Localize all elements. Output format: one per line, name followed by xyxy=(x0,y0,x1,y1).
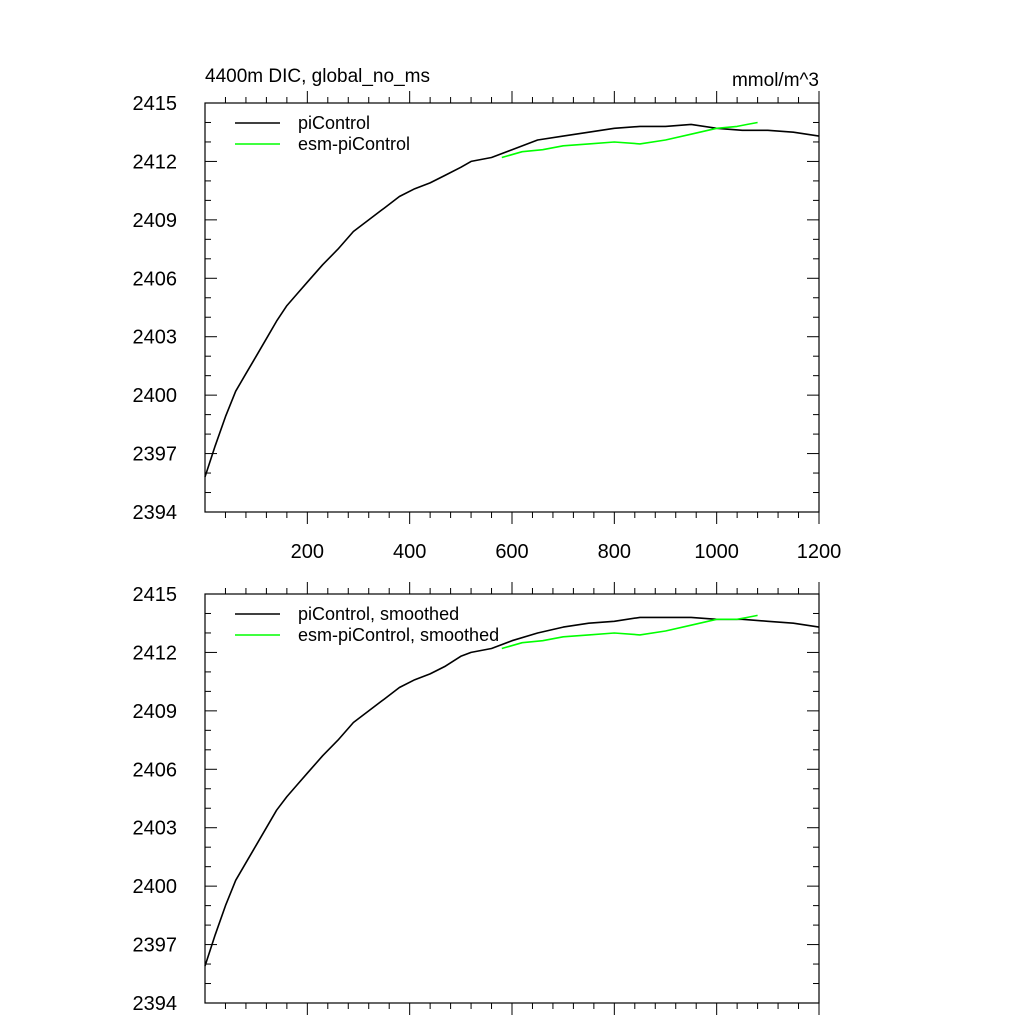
x-tick-label: 1200 xyxy=(797,541,842,563)
legend-label: esm-piControl xyxy=(298,134,410,154)
y-tick-label: 2394 xyxy=(133,993,178,1015)
plot-frame xyxy=(204,593,820,1004)
chart-title: 4400m DIC, global_no_ms xyxy=(205,66,430,87)
y-tick-label: 2415 xyxy=(133,93,178,115)
y-tick-label: 2409 xyxy=(133,210,178,232)
x-tick-label: 800 xyxy=(598,541,631,563)
x-tick-label: 600 xyxy=(495,541,528,563)
series-line-0 xyxy=(204,616,820,967)
y-tick-label: 2412 xyxy=(133,642,178,664)
legend-label: piControl, smoothed xyxy=(298,604,459,624)
y-tick-label: 2406 xyxy=(133,759,178,781)
y-tick-label: 2397 xyxy=(133,935,178,957)
legend-label: piControl xyxy=(298,113,370,133)
series-line-0 xyxy=(204,123,820,478)
x-tick-label: 200 xyxy=(291,541,324,563)
y-tick-label: 2400 xyxy=(133,876,178,898)
x-tick-label: 1000 xyxy=(694,541,739,563)
series-line-1 xyxy=(501,121,758,159)
plot-frame xyxy=(204,102,820,513)
panel-bottom: 2394 2397 2400 2403 2406 2409 2412 2415 piContr… xyxy=(133,582,820,1015)
y-tick-label: 2409 xyxy=(133,701,178,723)
x-tick-label: 400 xyxy=(393,541,426,563)
series-line-1 xyxy=(501,614,758,650)
series-lines xyxy=(204,121,820,478)
y-tick-label: 2403 xyxy=(133,818,178,840)
series-lines xyxy=(204,614,820,967)
y-tick-label: 2400 xyxy=(133,385,178,407)
y-tick-label: 2397 xyxy=(133,444,178,466)
y-tick-label: 2415 xyxy=(133,584,178,606)
y-tick-label: 2412 xyxy=(133,151,178,173)
y-tick-label: 2406 xyxy=(133,268,178,290)
axis-ticks: 2394 2397 2400 2403 2406 2409 2412 2415 xyxy=(133,582,820,1015)
panel-top: 2394 2397 2400 2403 2406 2409 2412 2415 200 400 60… xyxy=(133,66,842,563)
legend-label: esm-piControl, smoothed xyxy=(298,625,499,645)
units-label: mmol/m^3 xyxy=(732,70,819,91)
y-tick-label: 2394 xyxy=(133,502,178,524)
axis-ticks: 2394 2397 2400 2403 2406 2409 2412 2415 200 400 60… xyxy=(133,91,842,563)
y-tick-label: 2403 xyxy=(133,327,178,349)
